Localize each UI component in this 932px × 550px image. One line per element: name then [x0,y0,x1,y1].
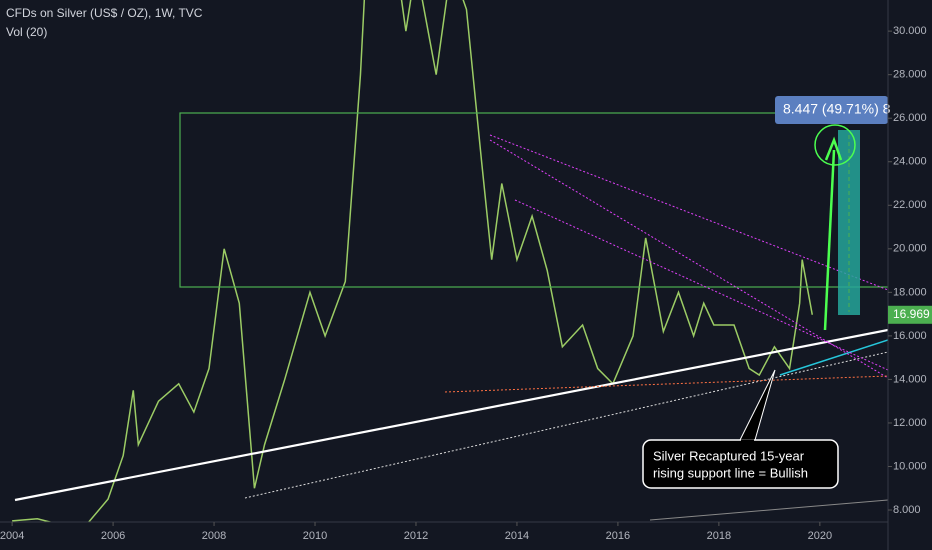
axes: 8.000 10.000 12.000 14.000 16.000 18.000 20.00… [0,25,932,542]
y-tick-label: 24.000 [893,156,927,168]
x-tick-label: 2014 [505,530,529,542]
horizontal-support [444,375,888,393]
support-line [14,328,888,502]
last-price-tag [888,305,932,324]
plot-area [12,0,814,522]
y-tick-label: 22.000 [893,199,927,211]
resistance-zone [179,112,888,288]
callout-text: rising support line = Bullish [653,465,808,480]
x-tick-label: 2008 [202,530,226,542]
trend-line [649,499,888,521]
target-circle [814,124,856,166]
x-tick-label: 2010 [303,530,327,542]
x-tick-label: 2018 [707,530,731,542]
callout-box [642,439,839,489]
y-tick-label: 16.000 [893,330,927,342]
measure-label: 8.447 (49.71%) 8 [783,101,891,117]
drawings [14,112,888,521]
measure-label-bg [775,96,888,124]
y-tick-label: 28.000 [893,69,927,81]
y-tick-label: 26.000 [893,112,927,124]
y-tick-label: 12.000 [893,417,927,429]
arrow [823,149,836,331]
resistance-trend [489,139,888,379]
callout-pointer [739,369,776,441]
callout-text: Silver Recaptured 15-year [653,448,805,463]
y-tick-label: 8.000 [893,504,921,516]
arrow-head [824,136,843,161]
y-tick-label: 30.000 [893,25,927,37]
x-tick-label: 2004 [0,530,24,542]
x-tick-label: 2012 [404,530,428,542]
cyan-line [779,339,888,376]
resistance-trend [489,134,888,291]
y-tick-label: 18.000 [893,286,927,298]
last-price-label: 16.969 [893,307,930,321]
y-tick-label: 10.000 [893,460,927,472]
price-line [12,0,814,522]
subtitle: Vol (20) [6,25,47,39]
chart-title: CFDs on Silver (US$ / OZ), 1W, TVC [6,6,203,20]
y-tick-label: 14.000 [893,373,927,385]
x-tick-label: 2020 [808,530,832,542]
resistance-trend [514,199,888,371]
x-tick-label: 2016 [606,530,630,542]
y-tick-label: 20.000 [893,243,927,255]
support-dotted [244,351,888,499]
x-tick-label: 2006 [101,530,125,542]
